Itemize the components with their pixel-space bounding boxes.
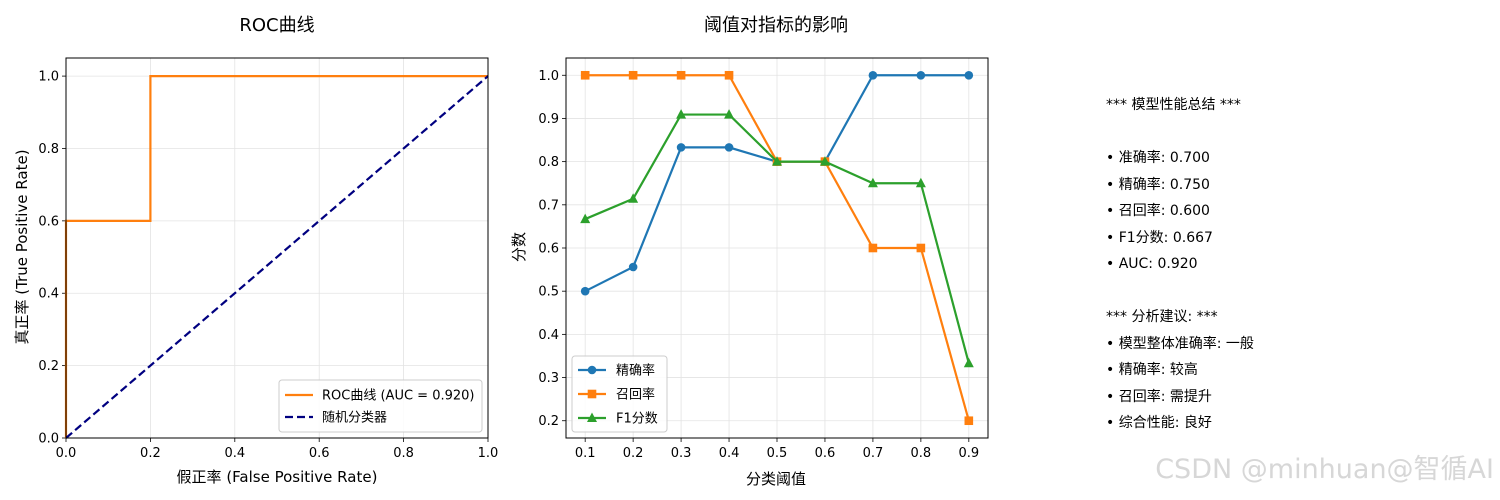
threshold-legend-label: 召回率 [616, 387, 655, 403]
roc-x-tick-label: 0.8 [393, 446, 414, 461]
threshold-y-tick-label: 1.0 [538, 69, 559, 84]
random-classifier-line [65, 75, 489, 439]
roc-plot-frame [65, 57, 489, 439]
threshold-chart-title: 阈值对指标的影响 [704, 15, 848, 36]
precision-point [916, 70, 926, 80]
roc-legend-box [278, 379, 483, 433]
f1-point [915, 177, 926, 188]
roc-legend-label: ROC曲线 (AUC = 0.920) [322, 389, 474, 404]
threshold-x-tick-label: 0.4 [719, 446, 740, 461]
threshold-y-tick-label: 0.5 [538, 285, 559, 300]
threshold-legend-marker [587, 365, 597, 375]
f1-point [867, 177, 878, 188]
summary-f1: • F1分数: 0.667 [1106, 229, 1213, 246]
threshold-y-tick-label: 0.8 [538, 155, 559, 170]
recall-point [724, 70, 734, 80]
f1-point [724, 109, 735, 119]
threshold-plot-frame [565, 57, 989, 439]
summary-heading: *** 模型性能总结 *** [1106, 97, 1241, 113]
recall-point [964, 416, 974, 426]
summary-accuracy: • 准确率: 0.700 [1106, 150, 1210, 166]
roc-chart-title: ROC曲线 [239, 15, 314, 36]
watermark: CSDN @minhuan@智循AI [1155, 454, 1494, 485]
advice-precision: • 精确率: 较高 [1106, 362, 1198, 378]
threshold-x-tick-label: 0.5 [767, 446, 788, 461]
roc-x-tick-label: 0.0 [56, 446, 77, 461]
roc-x-tick-label: 0.4 [224, 446, 245, 461]
summary-recall: • 召回率: 0.600 [1106, 203, 1210, 219]
threshold-x-tick-label: 0.2 [623, 446, 644, 461]
threshold-legend-marker [587, 389, 597, 399]
advice-heading: *** 分析建议: *** [1106, 309, 1218, 325]
threshold-legend-label: 精确率 [616, 363, 655, 379]
roc-x-axis-label: 假正率 (False Positive Rate) [177, 468, 378, 486]
roc-chart: ROC曲线 假正率 (False Positive Rate) 真正率 (Tru… [13, 15, 498, 486]
summary-precision: • 精确率: 0.750 [1106, 176, 1210, 193]
roc-x-tick-label: 0.6 [309, 446, 330, 461]
f1-point [628, 193, 639, 203]
performance-summary: *** 模型性能总结 *** • 准确率: 0.700 • 精确率: 0.750… [1106, 92, 1406, 437]
f1-point [772, 156, 782, 166]
f1-point [963, 357, 974, 368]
recall-point [916, 243, 926, 253]
roc-x-tick-label: 1.0 [478, 446, 499, 461]
f1-point [580, 213, 591, 224]
threshold-x-tick-label: 0.7 [863, 446, 884, 461]
precision-point [724, 143, 734, 152]
threshold-y-tick-label: 0.3 [538, 371, 559, 386]
threshold-chart: 阈值对指标的影响 分类阈值 分数 0.1 0.2 0.3 0.4 0.5 0.6 0.7 0.… [510, 15, 989, 488]
roc-y-axis-label: 真正率 (True Positive Rate) [13, 149, 31, 344]
advice-overall: • 综合性能: 良好 [1106, 415, 1212, 431]
roc-legend-label: 随机分类器 [322, 411, 387, 426]
roc-y-tick-label: 0.4 [38, 287, 59, 302]
recall-point [580, 70, 590, 80]
threshold-legend-marker [587, 412, 597, 422]
precision-point [580, 286, 590, 296]
f1-point [819, 156, 830, 166]
precision-point [628, 262, 638, 272]
roc-legend: ROC曲线 (AUC = 0.920) 随机分类器 [278, 379, 483, 433]
roc-x-tick-label: 0.2 [140, 446, 161, 461]
roc-y-tick-label: 0.0 [38, 432, 59, 447]
roc-y-tick-label: 0.2 [38, 359, 59, 374]
roc-y-tick-label: 1.0 [38, 70, 59, 85]
roc-y-tick-label: 0.8 [38, 142, 59, 157]
threshold-x-tick-label: 0.3 [671, 446, 692, 461]
threshold-legend-label: F1分数 [616, 412, 658, 427]
threshold-x-tick-label: 0.1 [575, 446, 596, 461]
threshold-y-tick-label: 0.7 [538, 198, 559, 213]
summary-spacer [1106, 119, 1406, 146]
precision-point [676, 143, 686, 152]
threshold-y-tick-label: 0.4 [538, 328, 559, 343]
summary-auc: • AUC: 0.920 [1106, 256, 1198, 272]
recall-point [868, 243, 878, 253]
threshold-x-axis-label: 分类阈值 [746, 470, 806, 488]
summary-spacer [1106, 278, 1406, 305]
threshold-x-tick-label: 0.9 [958, 446, 979, 461]
threshold-x-tick-label: 0.8 [911, 446, 932, 461]
precision-point [964, 70, 974, 80]
advice-recall: • 召回率: 需提升 [1106, 388, 1212, 405]
precision-point [868, 70, 878, 80]
advice-accuracy: • 模型整体准确率: 一般 [1106, 335, 1254, 352]
threshold-y-axis-label: 分数 [510, 232, 528, 262]
threshold-legend-box [571, 355, 668, 433]
f1-point [676, 109, 687, 119]
recall-point [628, 70, 638, 80]
recall-point [676, 70, 686, 80]
threshold-y-tick-label: 0.2 [538, 414, 559, 429]
threshold-y-tick-label: 0.6 [538, 242, 559, 257]
threshold-y-tick-label: 0.9 [538, 112, 559, 127]
threshold-x-tick-label: 0.6 [815, 446, 836, 461]
roc-y-tick-label: 0.6 [38, 214, 59, 229]
